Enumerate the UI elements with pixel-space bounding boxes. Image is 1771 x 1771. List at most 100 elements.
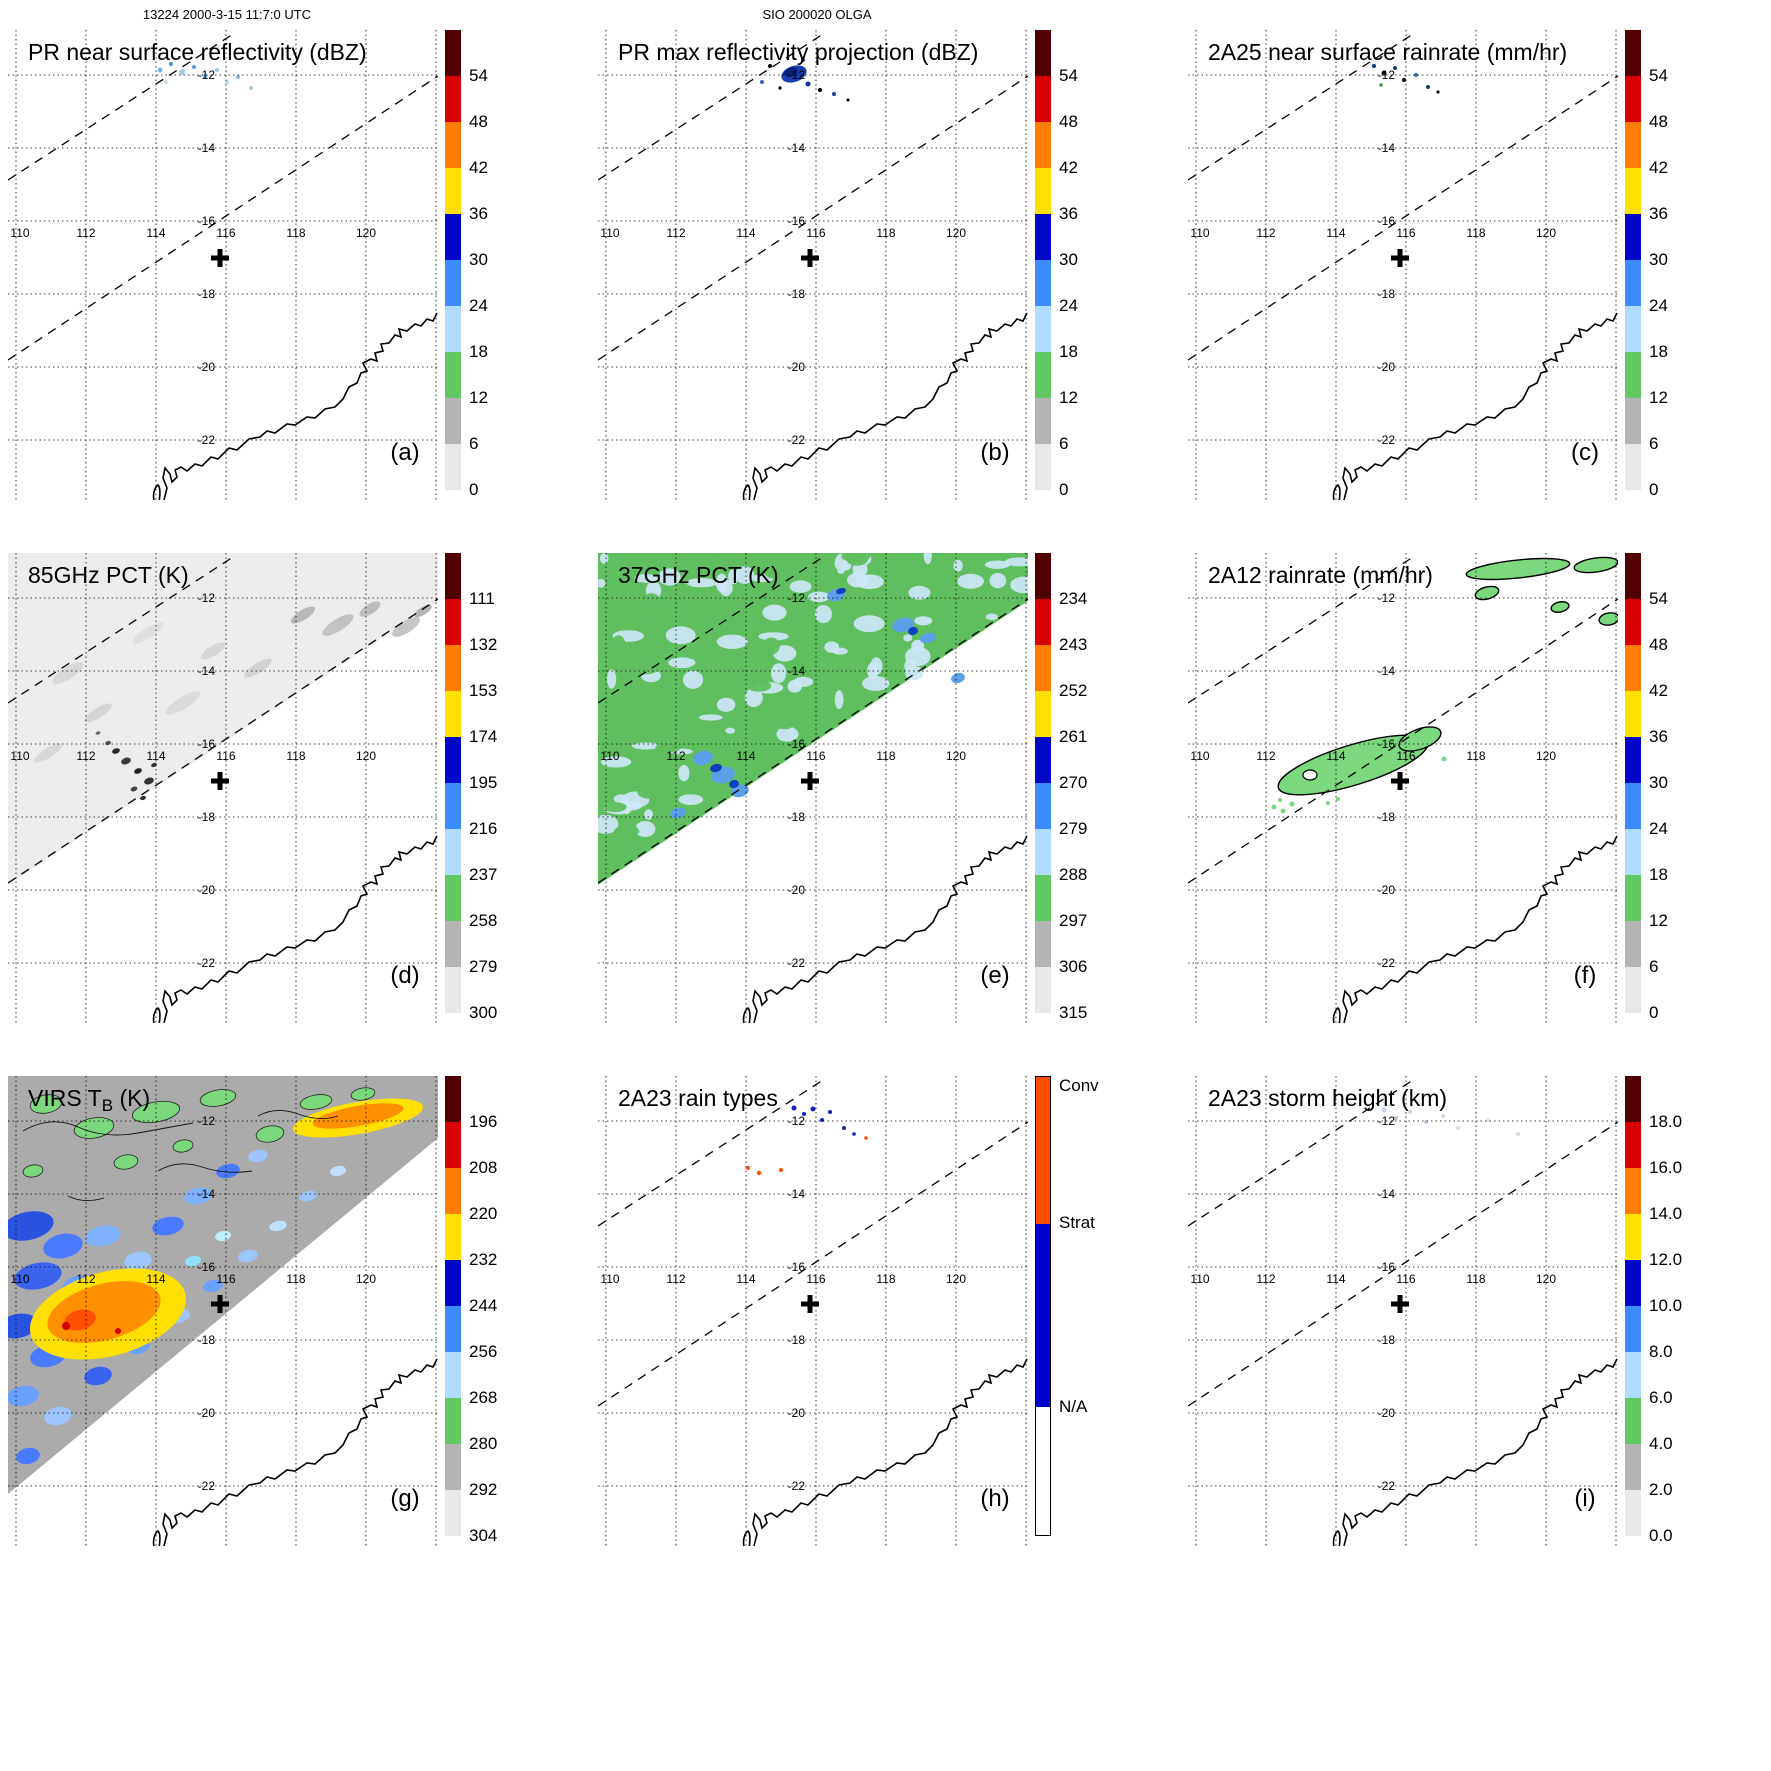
colorbar-tick: 54 — [1059, 66, 1078, 85]
colorbar-segment — [1625, 967, 1641, 1013]
panel-letter: (b) — [980, 439, 1009, 466]
colorbar-segment — [1035, 645, 1051, 691]
lat-label: -20 — [788, 360, 806, 374]
colorbar-segment — [1035, 875, 1051, 921]
lon-label: 112 — [666, 1272, 685, 1286]
colorbar-tick: 4.0 — [1649, 1434, 1673, 1453]
lat-label: -20 — [1378, 1406, 1396, 1420]
colorbar-tick: 54 — [469, 66, 488, 85]
colorbar-segment — [1035, 30, 1051, 76]
colorbar-tick: 30 — [469, 250, 488, 269]
colorbar-tick: 258 — [469, 911, 498, 930]
colorbar-tick: 18 — [469, 342, 488, 361]
map-panel-c: 110 112 114 116 118 120 -12 -14 -16 -18 -20 -22 2A25… — [1188, 30, 1618, 500]
colorbar-tick: 24 — [1649, 819, 1668, 838]
colorbar-tick: 12 — [1649, 388, 1668, 407]
lon-label: 118 — [876, 749, 895, 763]
colorbar-g: 196 208 220 232 244 256 268 280 292 304 — [445, 1076, 517, 1545]
lat-label: -16 — [788, 1260, 806, 1274]
island-outline — [152, 1006, 161, 1023]
coastline — [1332, 1358, 1618, 1546]
colorbar-segment — [445, 1444, 461, 1490]
lon-label: 112 — [666, 749, 685, 763]
swath-edge-dashed-lines — [1188, 556, 1618, 884]
panel-body-c: 110 112 114 116 118 120 -12 -14 -16 -18 -20 -22 2A25… — [1188, 30, 1770, 500]
colorbar-bar — [1035, 1076, 1051, 1536]
colorbar-tick: 208 — [469, 1158, 498, 1177]
panel-g: 110 112 114 116 118 120 -12 -14 -16 -18 -20 -22 VIRS… — [0, 1046, 590, 1569]
lat-label: -22 — [788, 433, 806, 447]
colorbar-segment — [445, 122, 461, 168]
lon-label: 118 — [876, 226, 895, 240]
colorbar-a: 54 48 42 36 30 24 18 12 6 0 — [445, 30, 517, 499]
colorbar-tick: 0.0 — [1649, 1526, 1673, 1545]
panel-letter: (i) — [1574, 1485, 1595, 1512]
graticule-lines — [8, 553, 438, 1023]
colorbar-segment — [1035, 967, 1051, 1013]
colorbar-tick: 153 — [469, 681, 498, 700]
lat-label: -22 — [198, 1479, 216, 1493]
lat-label: -16 — [788, 737, 806, 751]
lat-label: -20 — [788, 1406, 806, 1420]
colorbar-bar — [445, 553, 461, 1013]
panel-header-a: 13224 2000-3-15 11:7:0 UTC — [142, 7, 312, 22]
colorbar-tick: 0 — [1649, 480, 1659, 499]
panel-letter: (c) — [1571, 439, 1599, 466]
colorbar-tick: 234 — [1059, 589, 1088, 608]
colorbar-tick: 6.0 — [1649, 1388, 1673, 1407]
colorbar-segment — [1035, 122, 1051, 168]
lat-label: -20 — [1378, 883, 1396, 897]
colorbar-tick: 12 — [1059, 388, 1078, 407]
map-panel-g: 110 112 114 116 118 120 -12 -14 -16 -18 -20 -22 VIRS… — [8, 1076, 438, 1546]
lat-label: -16 — [1378, 214, 1396, 228]
lon-label: 112 — [76, 1272, 95, 1286]
coastline — [1332, 312, 1618, 500]
colorbar-tick: 8.0 — [1649, 1342, 1673, 1361]
graticule-labels: 110 112 114 116 118 120 -12 -14 -16 -18 -20 -22 — [1190, 1114, 1556, 1493]
panel-i: 110 112 114 116 118 120 -12 -14 -16 -18 -20 -22 2A23… — [1180, 1046, 1770, 1569]
map-panel-d: 110 112 114 116 118 120 -12 -14 -16 -18 -20 -22 85GH… — [8, 553, 438, 1023]
panel-body-e: 110 112 114 116 118 120 -12 -14 -16 -18 -20 -22 37GH… — [598, 553, 1180, 1023]
colorbar-segment — [1035, 398, 1051, 444]
colorbar-segment — [445, 921, 461, 967]
colorbar-tick: 18 — [1059, 342, 1078, 361]
panel-header-d — [8, 523, 446, 553]
lat-label: -16 — [1378, 737, 1396, 751]
panel-header-e — [598, 523, 1036, 553]
graticule-lines — [8, 30, 438, 500]
lon-label: 118 — [286, 749, 305, 763]
lon-label: 120 — [946, 1272, 966, 1286]
lon-label: 114 — [1326, 226, 1345, 240]
lon-label: 114 — [146, 1272, 165, 1286]
colorbar-segment — [1625, 1490, 1641, 1536]
lon-label: 114 — [146, 749, 165, 763]
colorbar-segment — [1625, 352, 1641, 398]
lon-label: 120 — [1536, 1272, 1556, 1286]
colorbar-segment — [445, 352, 461, 398]
colorbar-tick: 42 — [1649, 158, 1668, 177]
colorbar-segment — [1625, 829, 1641, 875]
swath-edge-dashed-lines — [1188, 33, 1618, 361]
lat-label: -12 — [198, 68, 216, 82]
colorbar-segment — [1035, 76, 1051, 122]
colorbar-tick: 111 — [469, 589, 495, 608]
colorbar-segment — [445, 76, 461, 122]
colorbar-tick: 18 — [1649, 342, 1668, 361]
panel-title: 2A25 near surface rainrate (mm/hr) — [1208, 39, 1567, 65]
colorbar-tick: 12.0 — [1649, 1250, 1683, 1269]
colorbar-tick: 6 — [1649, 957, 1659, 976]
colorbar-tick: 16.0 — [1649, 1158, 1683, 1177]
colorbar-tick: 220 — [469, 1204, 498, 1223]
swath-edge-dashed-lines — [8, 556, 438, 884]
lat-label: -12 — [1378, 68, 1396, 82]
lon-label: 118 — [286, 1272, 305, 1286]
lat-label: -22 — [1378, 956, 1396, 970]
lat-label: -18 — [1378, 287, 1396, 301]
lat-label: -16 — [788, 214, 806, 228]
colorbar-tick: 243 — [1059, 635, 1088, 654]
colorbar-label: Strat — [1059, 1213, 1095, 1233]
colorbar-segment — [1035, 599, 1051, 645]
colorbar-tick: 12 — [1649, 911, 1668, 930]
colorbar-segment — [1036, 1077, 1050, 1224]
panel-f: 110 112 114 116 118 120 -12 -14 -16 -18 -20 -22 2A12… — [1180, 523, 1770, 1046]
